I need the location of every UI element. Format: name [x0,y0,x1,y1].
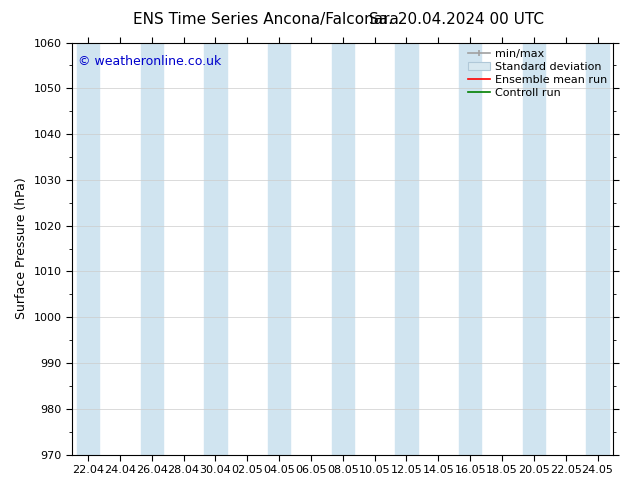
Bar [204,43,226,455]
Text: © weatheronline.co.uk: © weatheronline.co.uk [77,55,221,68]
Text: Sa. 20.04.2024 00 UTC: Sa. 20.04.2024 00 UTC [369,12,544,27]
Bar [77,43,99,455]
Bar [586,43,609,455]
Bar [459,43,481,455]
Bar [396,43,418,455]
Bar [522,43,545,455]
Legend: min/max, Standard deviation, Ensemble mean run, Controll run: min/max, Standard deviation, Ensemble me… [465,46,610,101]
Bar [141,43,163,455]
Text: ENS Time Series Ancona/Falconara: ENS Time Series Ancona/Falconara [133,12,399,27]
Bar [332,43,354,455]
Y-axis label: Surface Pressure (hPa): Surface Pressure (hPa) [15,178,28,319]
Bar [268,43,290,455]
